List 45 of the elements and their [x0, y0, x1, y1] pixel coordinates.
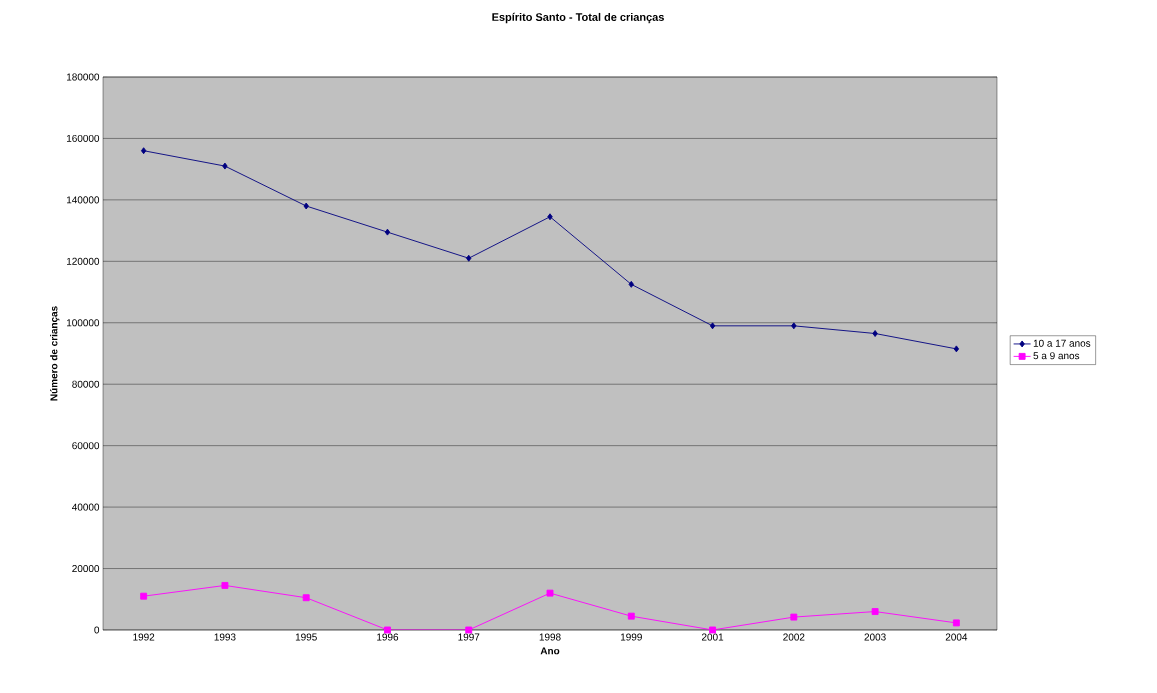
- y-tick-label: 140000: [67, 196, 100, 204]
- point: [871, 608, 879, 615]
- x-tick-label: 1996: [377, 633, 399, 641]
- y-tick-label: 160000: [67, 134, 100, 142]
- y-tick-label: 80000: [72, 380, 100, 388]
- point: [952, 619, 960, 627]
- x-tick-label: 2002: [783, 633, 805, 641]
- y-tick-label: 60000: [72, 442, 100, 450]
- point: [953, 345, 960, 353]
- point: [303, 202, 309, 210]
- point: [791, 322, 797, 330]
- x-tick-label: 2003: [864, 633, 886, 641]
- y-tick-label: 0: [94, 626, 100, 634]
- point: [221, 582, 229, 589]
- legend-label: 10 a 17 anos: [1033, 339, 1091, 347]
- y-axis-title: Número de crianças: [50, 306, 60, 401]
- y-tick-label: 20000: [72, 565, 100, 573]
- point: [546, 589, 554, 597]
- point: [872, 330, 878, 337]
- point: [140, 147, 147, 155]
- x-tick-label: 1993: [214, 633, 236, 641]
- x-tick-label: 1992: [133, 633, 155, 641]
- point: [547, 213, 553, 221]
- point: [466, 254, 472, 262]
- point: [140, 592, 148, 600]
- x-tick-label: 1998: [539, 633, 561, 641]
- point: [709, 322, 716, 330]
- x-tick-label: 2001: [701, 633, 724, 641]
- y-tick-label: 120000: [67, 257, 100, 265]
- point: [627, 612, 635, 620]
- point: [222, 162, 228, 170]
- x-axis-title: Ano: [540, 647, 560, 655]
- point: [790, 613, 798, 621]
- point: [628, 280, 634, 288]
- x-tick-label: 2004: [945, 633, 968, 641]
- x-tick-label: 1997: [458, 633, 480, 641]
- y-tick-label: 180000: [67, 73, 100, 81]
- x-tick-label: 1999: [620, 633, 642, 641]
- legend-label: 5 a 9 anos: [1033, 352, 1080, 360]
- point: [302, 594, 310, 602]
- y-tick-label: 40000: [72, 503, 100, 511]
- y-tick-label: 100000: [67, 319, 100, 327]
- x-tick-label: 1995: [295, 633, 317, 641]
- chart-title: Espírito Santo - Total de crianças: [492, 12, 664, 24]
- point: [384, 228, 391, 236]
